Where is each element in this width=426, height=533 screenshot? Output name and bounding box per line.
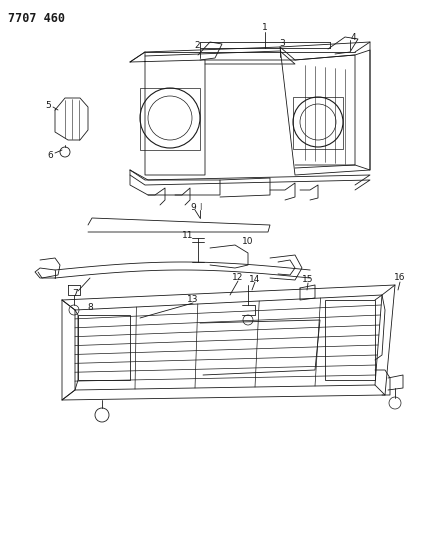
Text: 16: 16	[393, 273, 405, 282]
Bar	[292, 97, 342, 149]
Text: 7707 460: 7707 460	[8, 12, 65, 25]
Text: 12: 12	[232, 273, 243, 282]
Text: 9: 9	[190, 203, 196, 212]
Text: 13: 13	[187, 295, 198, 304]
Text: 2: 2	[194, 42, 199, 51]
Text: 1: 1	[262, 23, 267, 33]
Text: 7: 7	[72, 288, 78, 297]
Text: 6: 6	[47, 150, 53, 159]
Text: 4: 4	[349, 33, 355, 42]
Text: 5: 5	[45, 101, 51, 109]
Text: 11: 11	[182, 231, 193, 240]
Text: 8: 8	[87, 303, 93, 311]
Text: 15: 15	[302, 276, 313, 285]
Bar	[140, 88, 199, 150]
Text: 3: 3	[279, 39, 284, 49]
Bar	[324, 300, 374, 380]
Text: |: |	[199, 204, 201, 211]
Text: 10: 10	[242, 238, 253, 246]
Text: 14: 14	[249, 274, 260, 284]
Bar	[78, 315, 130, 380]
